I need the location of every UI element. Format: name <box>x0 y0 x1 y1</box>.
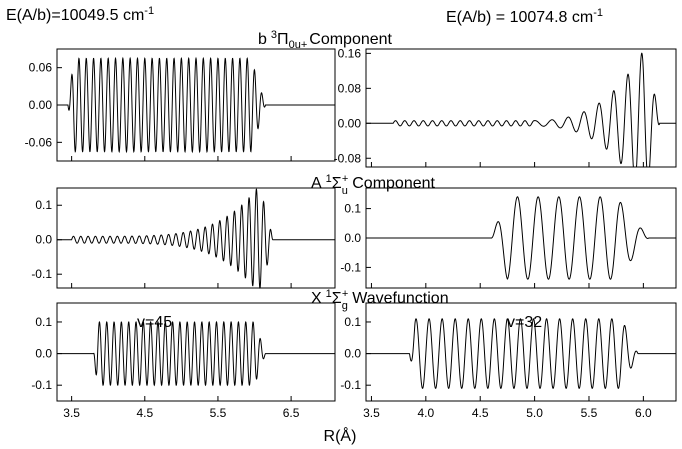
y-tick-label: 0.1 <box>344 315 361 329</box>
y-tick-label: 0.0 <box>344 231 361 245</box>
y-tick-label: 0.1 <box>35 315 52 329</box>
y-tick-label: -0.06 <box>25 135 53 149</box>
wavefunction-curve <box>366 196 676 280</box>
annotation-v32: v=32 <box>507 314 542 331</box>
left-energy-label: E(A/b)=10049.5 cm-1 <box>6 5 154 24</box>
plot-frame <box>56 187 336 289</box>
y-tick-label: 0.1 <box>344 202 361 216</box>
x-tick-label: 3.5 <box>363 406 380 420</box>
y-tick-label: 0.0 <box>35 347 52 361</box>
right-energy-label: E(A/b) = 10074.8 cm-1 <box>446 7 603 26</box>
y-tick-label: 0.06 <box>29 61 53 75</box>
y-tick-label: 0.1 <box>35 198 52 212</box>
panel-X-right: 0.1 0.0 -0.13.5 4.0 4.5 5.0 5.5 6.0 <box>340 302 677 420</box>
wavefunction-curve <box>57 320 335 387</box>
x-tick-label: 3.5 <box>63 406 80 420</box>
panel-A-right: 0.1 0.0 -0.1 <box>340 187 677 289</box>
wavefunction-curve <box>57 188 335 289</box>
y-tick-label: -0.1 <box>31 267 52 281</box>
y-tick-label: 0.08 <box>338 81 362 95</box>
wavefunction-curve <box>366 52 676 168</box>
y-tick-label: 0.00 <box>29 98 53 112</box>
x-tick-label: 4.0 <box>417 406 434 420</box>
y-tick-label: -0.1 <box>340 260 361 274</box>
plot-frame <box>365 302 677 402</box>
y-tick-label: 0.16 <box>338 46 362 60</box>
y-tick-label: 0.0 <box>344 347 361 361</box>
y-tick-label: -0.1 <box>31 378 52 392</box>
x-tick-label: 4.5 <box>472 406 489 420</box>
x-tick-label: 5.0 <box>526 406 543 420</box>
annotation-v45: v=45 <box>137 314 172 331</box>
wavefunction-curve <box>366 318 676 389</box>
plot-frame <box>56 302 336 402</box>
x-tick-label: 6.0 <box>635 406 652 420</box>
panel-b-right: 0.16 0.08 0.00 -0.08 <box>334 46 677 168</box>
plot-frame <box>365 48 677 168</box>
panel-b-left: 0.06 0.00 -0.06 <box>25 48 336 162</box>
x-tick-label: 5.5 <box>581 406 598 420</box>
row-title-X: X 1Σg+ Wavefunction <box>311 288 449 312</box>
x-axis-label: R(Å) <box>324 426 357 445</box>
x-tick-label: 4.5 <box>136 406 153 420</box>
x-tick-label: 5.5 <box>210 406 227 420</box>
y-tick-label: -0.08 <box>334 151 362 165</box>
panel-A-left: 0.1 0.0 -0.1 <box>31 187 336 289</box>
y-tick-label: -0.1 <box>340 378 361 392</box>
row-title-A: A 1Σu+ Component <box>311 173 436 197</box>
y-tick-label: 0.0 <box>35 233 52 247</box>
x-tick-label: 6.5 <box>283 406 300 420</box>
y-tick-label: 0.00 <box>338 116 362 130</box>
panel-X-left: 0.1 0.0 -0.1 3.5 4.5 5.5 6.5 <box>31 302 336 420</box>
row-title-b: b 3Π0u+ Component <box>258 29 393 51</box>
wavefunction-curve <box>57 56 335 154</box>
